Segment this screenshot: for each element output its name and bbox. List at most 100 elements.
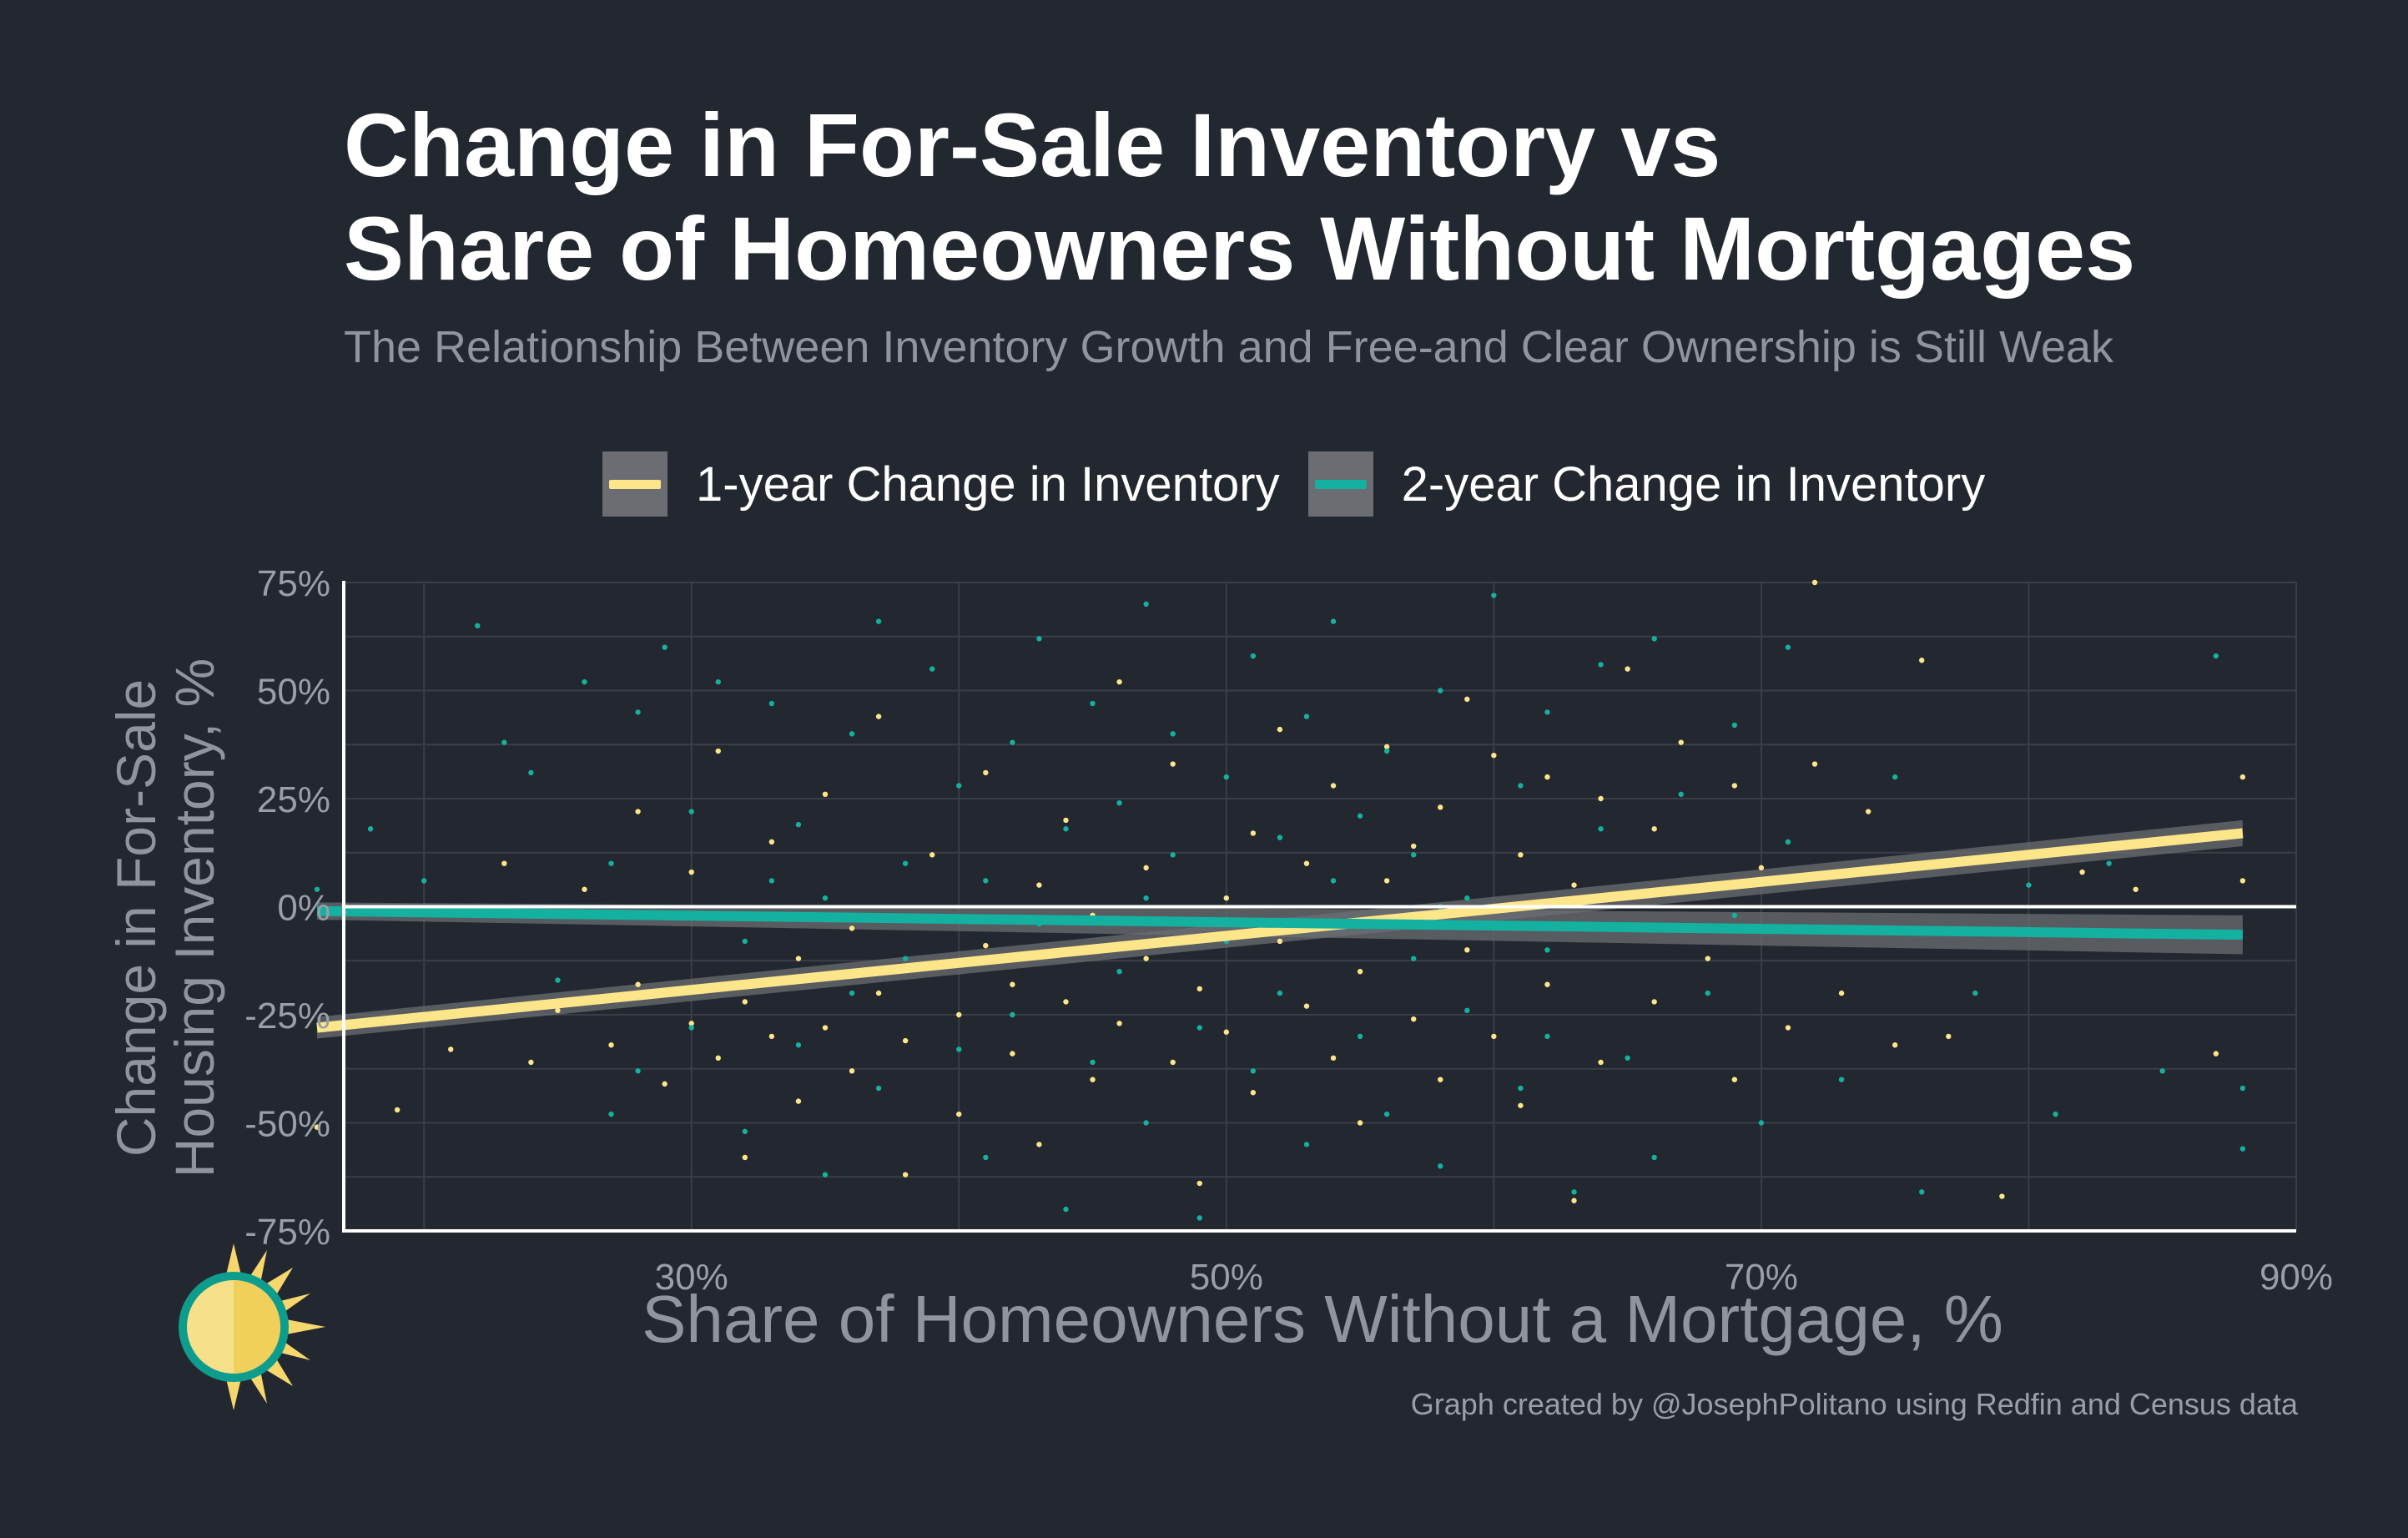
data-point-1year xyxy=(1357,969,1363,975)
data-point-1year xyxy=(1464,947,1470,953)
y-tick-label: 0% xyxy=(277,888,330,929)
legend: 1-year Change in Inventory 2-year Change… xyxy=(602,451,2013,517)
data-point-2year xyxy=(1838,1077,1845,1082)
data-point-2year xyxy=(2213,653,2219,659)
legend-label-1year: 1-year Change in Inventory xyxy=(696,456,1280,512)
data-point-2year xyxy=(1063,1206,1069,1213)
data-point-2year xyxy=(1116,799,1122,806)
data-point-1year xyxy=(528,1059,534,1066)
data-point-2year xyxy=(822,1172,829,1177)
data-point-2year xyxy=(1491,593,1497,598)
data-point-1year xyxy=(849,1068,855,1074)
data-point-1year xyxy=(1383,744,1390,750)
data-point-2year xyxy=(983,1154,989,1161)
legend-swatch-2year xyxy=(1314,480,1367,489)
data-point-1year xyxy=(1491,753,1497,759)
data-point-2year xyxy=(768,700,775,707)
data-point-2year xyxy=(1464,895,1470,901)
data-point-1year xyxy=(822,791,829,798)
data-point-1year xyxy=(1999,1193,2005,1199)
data-point-2year xyxy=(1143,601,1149,608)
data-point-1year xyxy=(875,990,882,996)
data-point-2year xyxy=(2106,860,2112,866)
data-point-2year xyxy=(314,886,320,892)
source-caption: Graph created by @JosephPolitano using R… xyxy=(1410,1387,2298,1421)
data-point-1year xyxy=(2213,1051,2219,1056)
data-point-2year xyxy=(715,678,721,685)
data-point-1year xyxy=(314,1124,320,1130)
data-point-1year xyxy=(608,1042,614,1048)
data-point-1year xyxy=(1464,696,1470,703)
data-point-2year xyxy=(2159,1068,2165,1074)
data-point-2year xyxy=(1063,826,1069,832)
data-point-1year xyxy=(1143,956,1149,961)
sun-icon xyxy=(179,1243,325,1410)
data-point-2year xyxy=(2053,1111,2058,1117)
data-point-2year xyxy=(1544,1033,1550,1040)
y-axis-title: Change in For-Sale xyxy=(105,679,167,1157)
trend-line-1year xyxy=(316,828,2244,1033)
data-point-2year xyxy=(929,666,935,672)
y-axis-title-line-2: Housing Inventory, % xyxy=(164,658,225,1177)
data-point-2year xyxy=(1250,1068,1257,1074)
data-point-1year xyxy=(1170,761,1176,767)
data-point-2year xyxy=(1678,791,1684,798)
data-point-1year xyxy=(1196,986,1202,992)
data-point-1year xyxy=(582,886,587,892)
y-tick-label: -25% xyxy=(244,996,330,1036)
data-point-1year xyxy=(1491,1033,1497,1040)
data-point-2year xyxy=(1598,662,1604,668)
data-point-1year xyxy=(1598,1059,1604,1066)
data-point-2year xyxy=(2026,882,2032,888)
data-point-1year xyxy=(902,1172,909,1177)
data-point-1year xyxy=(688,869,694,875)
data-point-2year xyxy=(956,783,962,789)
data-point-1year xyxy=(1383,878,1390,884)
data-point-2year xyxy=(1143,1120,1149,1126)
data-point-2year xyxy=(1090,700,1096,707)
data-points xyxy=(314,579,2246,1221)
data-point-2year xyxy=(875,618,882,624)
data-point-2year xyxy=(688,1025,694,1031)
data-point-1year xyxy=(1438,804,1443,810)
data-point-2year xyxy=(688,809,694,814)
data-point-1year xyxy=(2239,774,2246,780)
data-point-2year xyxy=(1303,714,1310,719)
data-point-2year xyxy=(1705,990,1710,996)
data-point-1year xyxy=(1277,938,1283,945)
data-point-1year xyxy=(768,839,775,845)
data-point-2year xyxy=(608,860,614,866)
data-point-1year xyxy=(983,769,989,776)
data-point-2year xyxy=(1143,895,1149,901)
x-tick-label: 30% xyxy=(655,1257,728,1298)
data-point-1year xyxy=(1223,1029,1230,1035)
data-point-2year xyxy=(1223,774,1230,780)
data-point-1year xyxy=(1196,1180,1202,1187)
data-point-1year xyxy=(1758,865,1765,871)
data-point-1year xyxy=(1277,726,1283,733)
data-point-1year xyxy=(1705,956,1710,961)
data-point-2year xyxy=(849,731,855,737)
data-point-2year xyxy=(768,878,775,884)
legend-swatch-1year xyxy=(609,480,661,489)
data-point-2year xyxy=(1357,1033,1363,1040)
data-point-1year xyxy=(956,1111,962,1117)
data-point-1year xyxy=(1865,809,1871,814)
data-point-1year xyxy=(983,942,989,949)
data-point-2year xyxy=(1250,653,1257,659)
data-point-2year xyxy=(1383,1111,1390,1117)
data-point-1year xyxy=(1330,783,1337,789)
data-point-2year xyxy=(1598,826,1604,832)
data-point-1year xyxy=(1357,1120,1363,1126)
data-point-2year xyxy=(1518,783,1524,789)
data-point-2year xyxy=(1303,1142,1310,1147)
y-tick-label: -50% xyxy=(244,1104,330,1145)
data-point-2year xyxy=(1196,1215,1202,1221)
y-tick-label: -75% xyxy=(244,1212,330,1253)
data-point-2year xyxy=(1010,1011,1015,1018)
data-point-2year xyxy=(1170,731,1176,737)
data-point-2year xyxy=(501,739,507,745)
data-point-1year xyxy=(1785,1025,1791,1031)
data-point-1year xyxy=(1223,895,1230,901)
